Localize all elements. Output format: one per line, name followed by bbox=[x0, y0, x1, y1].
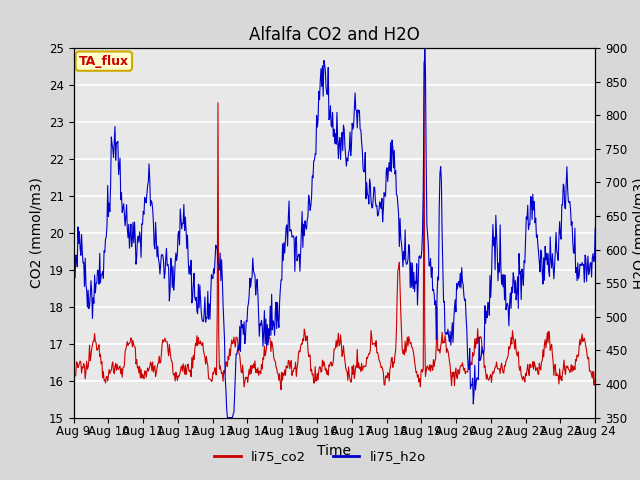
Text: TA_flux: TA_flux bbox=[79, 55, 129, 68]
Legend: li75_co2, li75_h2o: li75_co2, li75_h2o bbox=[209, 445, 431, 468]
Y-axis label: H2O (mmol/m3): H2O (mmol/m3) bbox=[633, 177, 640, 288]
X-axis label: Time: Time bbox=[317, 444, 351, 458]
Title: Alfalfa CO2 and H2O: Alfalfa CO2 and H2O bbox=[249, 25, 420, 44]
Y-axis label: CO2 (mmol/m3): CO2 (mmol/m3) bbox=[29, 178, 44, 288]
